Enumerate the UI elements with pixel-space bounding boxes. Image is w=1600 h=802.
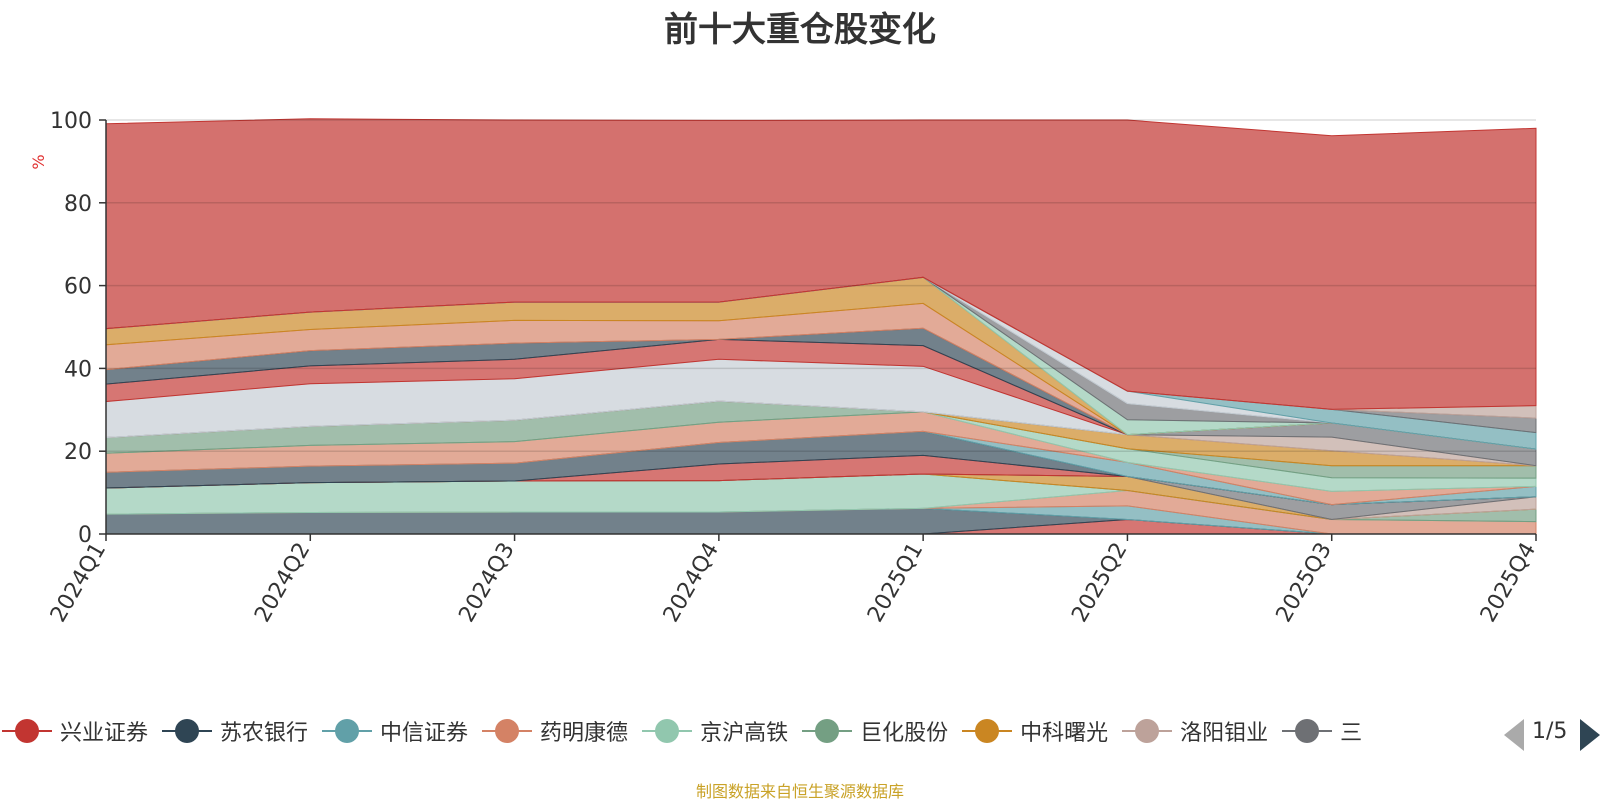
legend-marker-icon bbox=[962, 718, 1013, 744]
y-tick-label: 60 bbox=[64, 275, 92, 300]
legend-marker-dot bbox=[495, 719, 520, 743]
legend-label: 三 bbox=[1340, 721, 1363, 746]
legend-label: 兴业证券 bbox=[60, 721, 149, 746]
legend-item[interactable]: 三 bbox=[1282, 715, 1362, 747]
legend-item[interactable]: 中科曙光 bbox=[962, 715, 1108, 747]
axes-layer: % bbox=[29, 120, 1536, 535]
x-tick-label: 2024Q2 bbox=[250, 539, 315, 627]
legend-marker-icon bbox=[642, 718, 693, 744]
legend-marker-dot bbox=[335, 719, 360, 743]
x-tick-layer: 2024Q1 2024Q2 2024Q3 2024Q4 2025Q1 2025Q2 2025… bbox=[46, 534, 1541, 627]
legend-label: 苏农银行 bbox=[220, 721, 309, 746]
chart-title: 前十大重仓股变化 bbox=[664, 10, 936, 50]
legend-marker-icon bbox=[322, 718, 373, 744]
data-source-note: 制图数据来自恒生聚源数据库 bbox=[695, 782, 904, 801]
grid-layer bbox=[106, 119, 1536, 452]
legend-item[interactable]: 京沪高铁 bbox=[642, 715, 788, 747]
legend: 兴业证券 苏农银行 中信证券 药明康德 京沪高铁 巨化股份 中科曙光 洛阳钼业 三 bbox=[0, 715, 1500, 753]
legend-marker-dot bbox=[975, 719, 1000, 743]
area-series-29 bbox=[105, 118, 1537, 410]
legend-marker-icon bbox=[162, 718, 213, 744]
legend-marker-dot bbox=[15, 719, 39, 743]
legend-item[interactable]: 巨化股份 bbox=[802, 715, 948, 747]
legend-marker-icon bbox=[1282, 718, 1333, 744]
legend-marker-dot bbox=[175, 719, 200, 743]
y-tick-label: 100 bbox=[50, 109, 92, 134]
y-tick-label: 40 bbox=[64, 357, 92, 382]
legend-item[interactable]: 中信证券 bbox=[322, 715, 468, 747]
x-tick-label: 2025Q2 bbox=[1067, 539, 1132, 627]
y-tick-label: 20 bbox=[64, 440, 92, 465]
legend-marker-icon bbox=[482, 718, 533, 744]
legend-label: 药明康德 bbox=[540, 721, 629, 746]
legend-marker-icon bbox=[802, 718, 853, 744]
legend-marker-dot bbox=[815, 719, 840, 743]
y-tick-layer: 0 20 40 60 80 100 bbox=[50, 109, 106, 548]
legend-pager: 1/5 bbox=[1500, 717, 1600, 753]
legend-label: 中信证券 bbox=[380, 721, 469, 746]
legend-prev-arrow-icon[interactable] bbox=[1504, 719, 1524, 751]
legend-item[interactable]: 洛阳钼业 bbox=[1122, 715, 1268, 747]
legend-label: 京沪高铁 bbox=[700, 721, 789, 746]
x-tick-label: 2024Q4 bbox=[659, 539, 724, 627]
x-tick-label: 2025Q1 bbox=[863, 539, 928, 627]
legend-marker-dot bbox=[1135, 719, 1160, 743]
x-tick-label: 2024Q1 bbox=[46, 539, 111, 627]
x-tick-label: 2024Q3 bbox=[454, 539, 519, 627]
legend-next-arrow-icon[interactable] bbox=[1580, 719, 1600, 751]
legend-label: 洛阳钼业 bbox=[1180, 721, 1269, 746]
y-tick-label: 80 bbox=[64, 192, 92, 217]
legend-page-indicator: 1/5 bbox=[1532, 719, 1568, 744]
area-layer bbox=[105, 118, 1537, 535]
legend-item[interactable]: 苏农银行 bbox=[162, 715, 308, 747]
legend-marker-icon bbox=[1122, 718, 1173, 744]
legend-label: 中科曙光 bbox=[1020, 721, 1109, 746]
legend-marker-dot bbox=[1295, 719, 1320, 743]
y-tick-label: 0 bbox=[78, 523, 92, 548]
legend-marker-dot bbox=[655, 719, 680, 743]
legend-marker-icon bbox=[2, 718, 52, 744]
legend-item[interactable]: 药明康德 bbox=[482, 715, 628, 747]
x-tick-label: 2025Q3 bbox=[1272, 539, 1337, 627]
x-tick-label: 2025Q4 bbox=[1476, 539, 1541, 627]
legend-label: 巨化股份 bbox=[860, 721, 949, 746]
y-axis-label: % bbox=[29, 154, 48, 169]
legend-item[interactable]: 兴业证券 bbox=[2, 715, 148, 747]
